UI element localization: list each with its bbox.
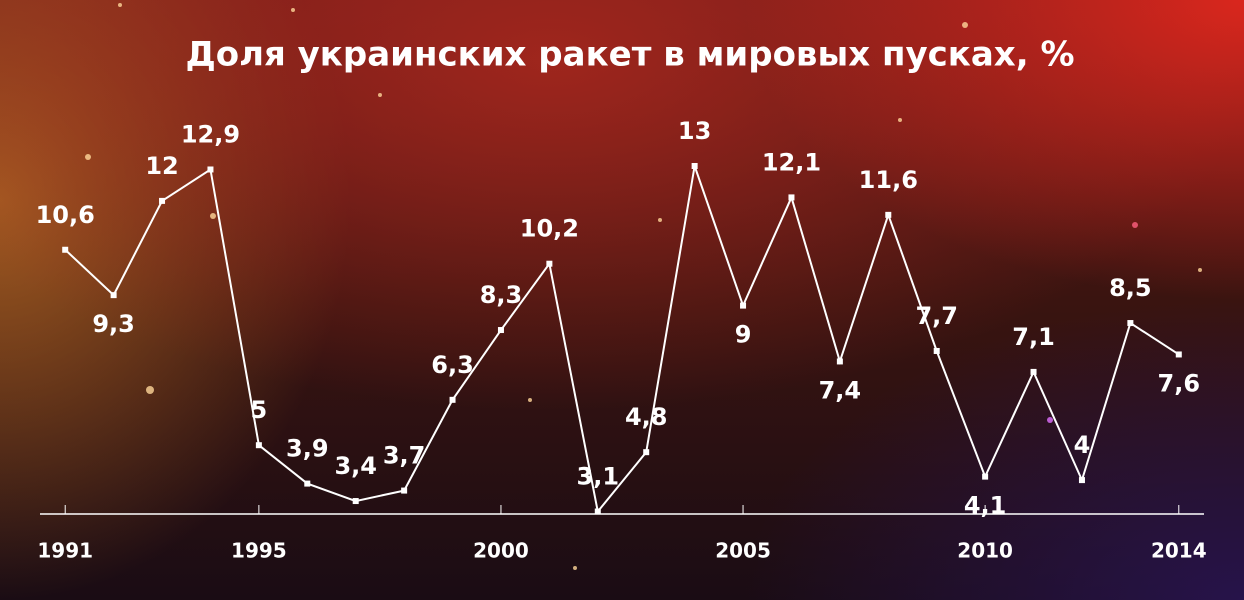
point bbox=[110, 292, 117, 299]
data-label: 3,7 bbox=[383, 442, 426, 470]
point bbox=[159, 197, 166, 204]
data-label: 7,1 bbox=[1012, 323, 1055, 351]
point bbox=[1127, 320, 1134, 327]
point bbox=[401, 487, 408, 494]
data-label: 4,8 bbox=[625, 403, 668, 431]
point bbox=[546, 260, 553, 267]
point bbox=[643, 449, 650, 456]
data-label: 3,9 bbox=[286, 435, 329, 463]
data-label: 8,5 bbox=[1109, 274, 1152, 302]
data-label: 13 bbox=[678, 117, 711, 145]
data-label: 10,6 bbox=[36, 201, 95, 229]
data-label: 8,3 bbox=[480, 281, 523, 309]
x-tick-label: 2014 bbox=[1151, 539, 1207, 563]
data-label: 10,2 bbox=[520, 215, 579, 243]
point bbox=[1030, 368, 1037, 375]
data-label: 7,6 bbox=[1158, 369, 1201, 397]
data-label: 7,4 bbox=[819, 376, 862, 404]
data-label: 12 bbox=[145, 152, 178, 180]
data-label: 6,3 bbox=[431, 351, 474, 379]
x-tick-label: 1991 bbox=[37, 539, 93, 563]
point bbox=[836, 358, 843, 365]
data-label: 4 bbox=[1074, 431, 1091, 459]
data-label: 12,9 bbox=[181, 120, 240, 148]
point bbox=[1175, 351, 1182, 358]
data-label: 12,1 bbox=[762, 148, 821, 176]
x-tick-label: 2005 bbox=[715, 539, 771, 563]
data-label: 4,1 bbox=[964, 492, 1007, 520]
stars bbox=[85, 3, 1202, 570]
point bbox=[788, 194, 795, 201]
point bbox=[304, 480, 311, 487]
x-tick-label: 2010 bbox=[957, 539, 1013, 563]
point bbox=[497, 327, 504, 334]
x-tick-label: 2000 bbox=[473, 539, 529, 563]
point bbox=[255, 442, 262, 449]
data-label: 3,1 bbox=[577, 463, 620, 491]
point bbox=[691, 163, 698, 169]
data-label: 9,3 bbox=[92, 310, 135, 338]
data-label: 11,6 bbox=[859, 166, 918, 194]
point bbox=[62, 246, 69, 253]
point bbox=[885, 211, 892, 218]
point bbox=[740, 302, 747, 309]
x-tick-label: 1995 bbox=[231, 539, 287, 563]
data-label: 9 bbox=[735, 321, 752, 349]
point bbox=[207, 166, 214, 173]
point bbox=[933, 347, 940, 354]
point bbox=[352, 498, 359, 505]
data-label: 7,7 bbox=[915, 302, 958, 330]
data-label: 3,4 bbox=[334, 452, 377, 480]
point bbox=[594, 508, 601, 515]
line bbox=[64, 165, 1180, 514]
point bbox=[449, 396, 456, 403]
chart-title: Доля украинских ракет в мировых пусках, … bbox=[185, 35, 1074, 75]
data-label: 5 bbox=[251, 396, 268, 424]
point bbox=[982, 473, 989, 480]
point bbox=[1078, 477, 1085, 484]
